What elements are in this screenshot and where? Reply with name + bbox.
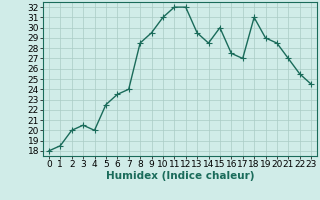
- X-axis label: Humidex (Indice chaleur): Humidex (Indice chaleur): [106, 171, 254, 181]
